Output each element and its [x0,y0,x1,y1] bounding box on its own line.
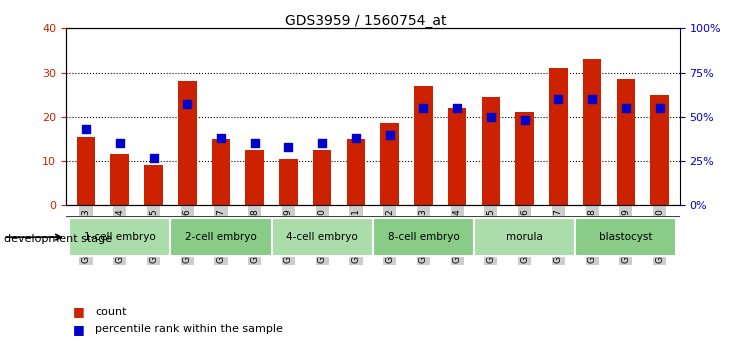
Bar [549,68,568,205]
Bar [482,97,500,205]
FancyBboxPatch shape [170,218,272,256]
Bar [583,59,602,205]
Text: ■: ■ [73,305,85,318]
Point [417,105,429,111]
Text: GDS3959 / 1560754_at: GDS3959 / 1560754_at [285,14,446,28]
Text: ■: ■ [73,323,85,336]
Point [620,105,632,111]
Text: blastocyst: blastocyst [599,232,653,242]
Bar [178,81,197,205]
Point [114,141,126,146]
Bar [246,150,264,205]
Point [384,132,395,137]
Bar [110,154,129,205]
Point [181,102,193,107]
Text: count: count [95,307,126,316]
Point [350,135,362,141]
Bar [77,137,95,205]
Point [148,155,159,160]
Bar [515,113,534,205]
Point [586,96,598,102]
Point [215,135,227,141]
Text: 8-cell embryo: 8-cell embryo [387,232,459,242]
Text: 4-cell embryo: 4-cell embryo [287,232,358,242]
Text: morula: morula [506,232,543,242]
Bar [212,139,230,205]
Bar [448,108,466,205]
Point [317,141,328,146]
Point [654,105,665,111]
Bar [279,159,298,205]
Text: 1-cell embryo: 1-cell embryo [84,232,156,242]
Point [283,144,295,150]
Bar [414,86,433,205]
Text: development stage: development stage [4,234,112,244]
Bar [651,95,669,205]
Point [249,141,260,146]
Point [519,118,531,123]
FancyBboxPatch shape [272,218,373,256]
Bar [616,79,635,205]
Text: percentile rank within the sample: percentile rank within the sample [95,324,283,334]
FancyBboxPatch shape [474,218,575,256]
Bar [380,124,399,205]
Bar [313,150,331,205]
Bar [144,166,163,205]
Text: 2-cell embryo: 2-cell embryo [185,232,257,242]
Point [553,96,564,102]
FancyBboxPatch shape [373,218,474,256]
FancyBboxPatch shape [575,218,676,256]
Point [485,114,497,120]
FancyBboxPatch shape [69,218,170,256]
Point [80,126,92,132]
Bar [346,139,366,205]
Point [451,105,463,111]
